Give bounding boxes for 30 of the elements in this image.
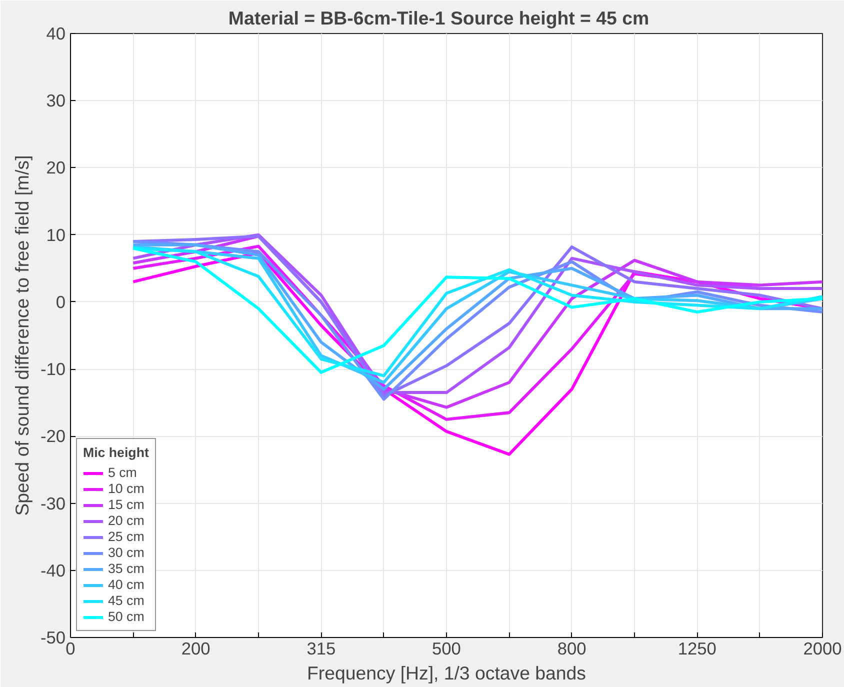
- x-tick-label: 315: [306, 638, 336, 658]
- x-tick-label: 800: [557, 638, 586, 658]
- legend-label: 5 cm: [108, 465, 137, 480]
- legend-label: 10 cm: [108, 481, 144, 496]
- y-tick-label: 30: [46, 90, 66, 111]
- chart-title: Material = BB-6cm-Tile-1 Source height = 45 cm: [228, 8, 650, 28]
- y-tick-label: -10: [40, 359, 66, 380]
- y-tick-label: 10: [46, 224, 66, 245]
- legend-label: 15 cm: [108, 497, 144, 512]
- x-tick-label: 2000: [803, 638, 842, 658]
- legend-label: 40 cm: [108, 577, 144, 592]
- legend-label: 50 cm: [108, 609, 144, 624]
- y-tick-label: 0: [56, 292, 66, 312]
- x-tick-label: 500: [432, 638, 461, 658]
- y-tick-label: 20: [46, 158, 66, 178]
- y-tick-label: -30: [40, 493, 66, 514]
- legend-label: 30 cm: [108, 545, 144, 560]
- x-tick-label: 1250: [678, 638, 716, 658]
- x-axis-title: Frequency [Hz], 1/3 octave bands: [307, 662, 586, 684]
- legend-label: 25 cm: [108, 529, 144, 544]
- y-tick-label: -50: [40, 628, 66, 648]
- x-tick-label: 200: [181, 638, 210, 658]
- y-tick-label: -40: [40, 560, 66, 580]
- y-axis-title: Speed of sound difference to free field [m/s]: [11, 155, 32, 516]
- y-tick-label: -20: [40, 426, 66, 446]
- legend-label: 35 cm: [108, 561, 144, 576]
- y-tick-label: 40: [46, 24, 66, 44]
- legend-label: 20 cm: [108, 513, 144, 528]
- legend-label: 45 cm: [108, 593, 144, 608]
- legend-title: Mic height: [83, 445, 149, 460]
